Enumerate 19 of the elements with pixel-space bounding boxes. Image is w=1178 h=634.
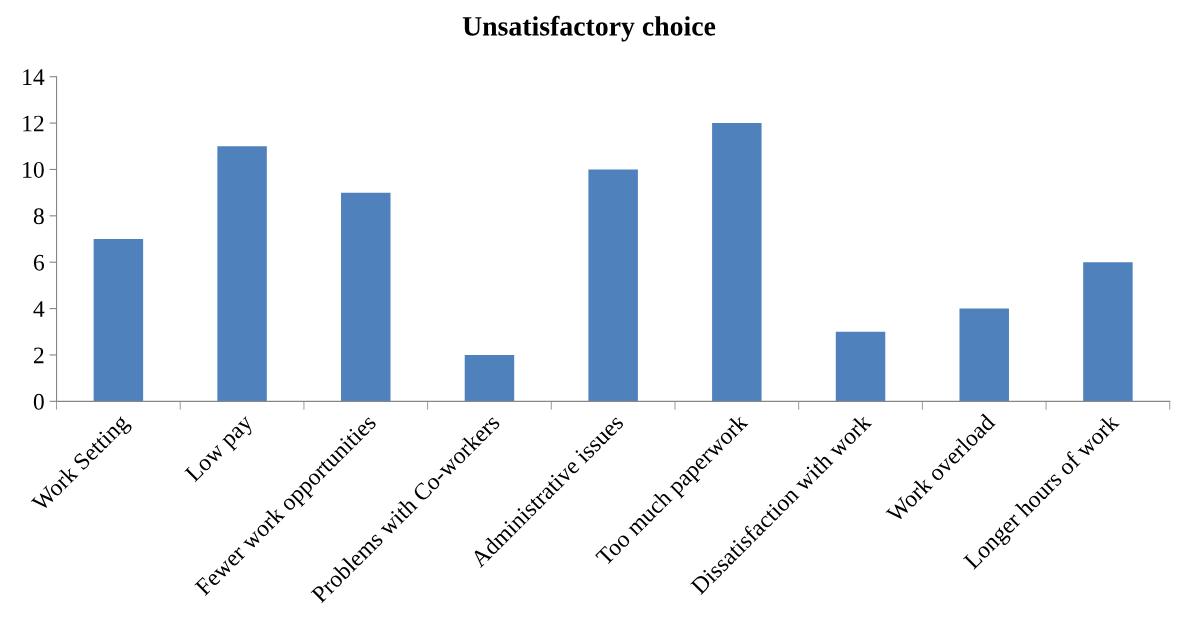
y-tick-label: 0 — [33, 393, 44, 410]
bar — [959, 308, 1009, 402]
y-tick-label: 8 — [33, 208, 44, 225]
y-tick-label: 6 — [33, 254, 45, 271]
bar — [712, 123, 762, 402]
x-tick-label: Low pay — [184, 413, 258, 486]
bar — [835, 331, 886, 402]
y-tick-label: 2 — [33, 347, 44, 364]
y-tick-label: 14 — [23, 69, 45, 85]
bar — [588, 169, 638, 402]
chart-title: Unsatisfactory choice — [462, 15, 716, 42]
y-tick-label: 10 — [23, 161, 44, 178]
y-tick-label: 12 — [23, 115, 44, 132]
bar — [1083, 262, 1133, 402]
y-tick-label: 4 — [33, 301, 45, 317]
bar — [217, 146, 267, 402]
bar — [341, 192, 391, 402]
bar — [464, 354, 515, 402]
bar — [93, 239, 144, 402]
